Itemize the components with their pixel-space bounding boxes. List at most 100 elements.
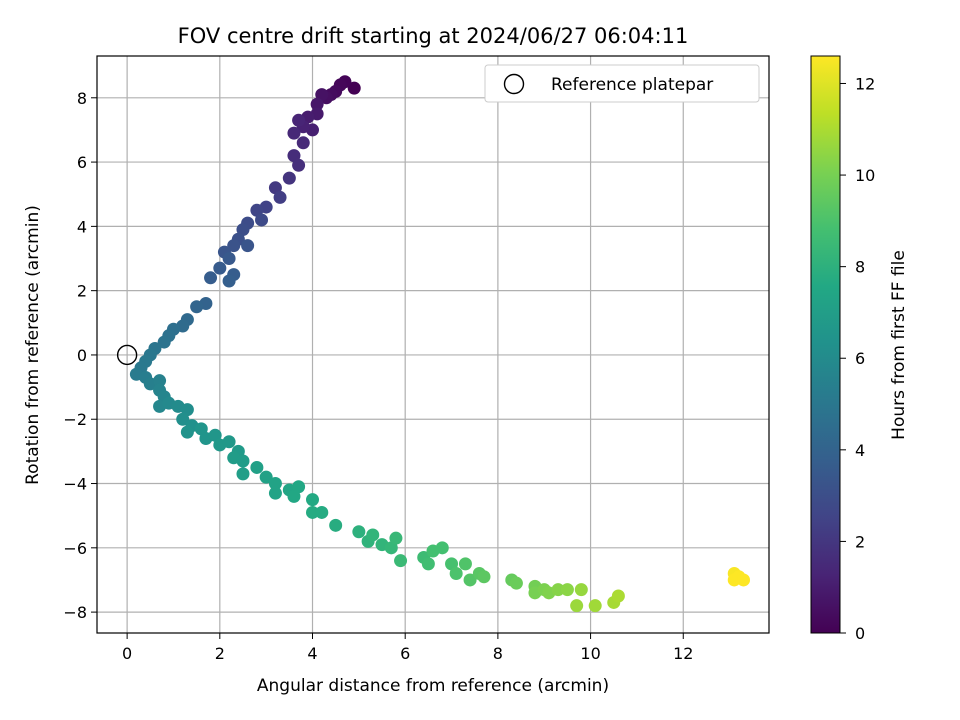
data-point-62: [222, 435, 236, 449]
data-point-83: [389, 531, 403, 545]
colorbar-tick-label-3: 6: [855, 349, 865, 368]
y-tick-label-1: −6: [63, 539, 87, 558]
y-tick-label-2: −4: [63, 475, 87, 494]
data-point-6: [315, 88, 329, 102]
colorbar-gradient: [810, 55, 841, 634]
data-point-88: [435, 541, 449, 555]
data-point-96: [509, 576, 523, 590]
data-point-101: [551, 583, 565, 597]
data-point-30: [213, 261, 227, 275]
data-point-28: [241, 239, 255, 253]
colorbar-tick-label-0: 0: [855, 624, 865, 643]
reference-marker: [116, 344, 138, 366]
data-point-58: [194, 422, 208, 436]
data-point-82: [384, 541, 398, 555]
y-tick-label-3: −2: [63, 410, 87, 429]
colorbar-tick-label-5: 10: [855, 166, 875, 185]
data-point-69: [268, 477, 282, 491]
data-point-60: [208, 428, 222, 442]
data-point-22: [255, 213, 269, 227]
data-point-94: [477, 570, 491, 584]
data-point-24: [236, 223, 250, 237]
x-tick-label-2: 4: [307, 644, 317, 663]
y-tick-label-0: −8: [63, 603, 87, 622]
data-point-54: [180, 403, 194, 417]
data-point-31: [204, 271, 218, 285]
data-point-73: [292, 480, 306, 494]
data-point-68: [259, 470, 273, 484]
y-axis-ticks: −8 −6 −4 −2 0 2 4 6 8: [63, 89, 97, 622]
data-point-21: [250, 203, 264, 217]
data-point-77: [329, 518, 343, 532]
data-point-66: [236, 467, 250, 481]
y-tick-label-4: 0: [77, 346, 87, 365]
data-point-40: [157, 335, 171, 349]
plot-frame: [96, 55, 770, 634]
x-tick-label-5: 10: [580, 644, 600, 663]
legend-box: [484, 64, 760, 103]
data-point-19: [273, 190, 287, 204]
data-point-86: [421, 557, 435, 571]
data-point-91: [458, 557, 472, 571]
data-point-55: [176, 412, 190, 426]
x-tick-label-1: 2: [215, 644, 225, 663]
data-point-102: [560, 583, 574, 597]
data-point-72: [287, 489, 301, 503]
x-tick-label-6: 12: [673, 644, 693, 663]
legend: Reference platepar: [484, 64, 760, 103]
x-tick-label-4: 8: [493, 644, 503, 663]
data-point-13: [287, 126, 301, 140]
data-point-103: [574, 583, 588, 597]
x-tick-label-0: 0: [122, 644, 132, 663]
data-point-111: [737, 573, 751, 587]
data-point-14: [296, 136, 310, 150]
data-point-12: [292, 113, 306, 127]
x-axis-ticks: 0 2 4 6 8 10 12: [122, 633, 693, 663]
data-point-84: [394, 554, 408, 568]
legend-entry: Reference platepar: [551, 75, 713, 95]
data-point-33: [222, 274, 236, 288]
x-tick-label-3: 6: [400, 644, 410, 663]
data-point-90: [449, 567, 463, 581]
colorbar-tick-label-2: 4: [855, 441, 865, 460]
chart-title: FOV centre drift starting at 2024/06/27 …: [178, 24, 689, 48]
data-point-104: [570, 599, 584, 613]
y-axis-label: Rotation from reference (arcmin): [23, 205, 43, 485]
colorbar-label: Hours from first FF file: [889, 250, 909, 440]
data-point-107: [611, 589, 625, 603]
data-point-15: [287, 149, 301, 163]
data-point-67: [250, 460, 264, 474]
legend-marker: [503, 73, 525, 95]
data-point-48: [153, 374, 167, 388]
data-point-80: [366, 528, 380, 542]
data-point-16: [292, 158, 306, 172]
colorbar-ticks: 0 2 4 6 8 10 12: [840, 74, 875, 643]
data-point-78: [352, 525, 366, 539]
y-tick-label-5: 2: [77, 282, 87, 301]
data-point-65: [236, 454, 250, 468]
data-point-18: [268, 181, 282, 195]
x-axis-label: Angular distance from reference (arcmin): [257, 676, 609, 696]
colorbar-tick-label-1: 2: [855, 532, 865, 551]
scatter-points: [129, 75, 751, 613]
y-tick-label-6: 4: [77, 217, 87, 236]
data-point-70: [268, 486, 282, 500]
y-tick-label-8: 8: [77, 89, 87, 108]
colorbar-tick-label-6: 12: [855, 74, 875, 93]
data-point-7: [310, 97, 324, 111]
data-point-92: [463, 573, 477, 587]
reference-point: [116, 344, 138, 366]
data-point-105: [588, 599, 602, 613]
colorbar-tick-label-4: 8: [855, 258, 865, 277]
data-point-89: [445, 557, 459, 571]
data-point-74: [306, 493, 320, 507]
data-point-26: [227, 239, 241, 253]
data-point-57: [180, 425, 194, 439]
data-point-75: [306, 505, 320, 519]
colorbar: 0 2 4 6 8 10 12 Hours from first FF file: [810, 55, 909, 643]
grid-lines: [97, 56, 769, 633]
data-point-29: [222, 252, 236, 266]
data-point-76: [315, 505, 329, 519]
data-point-17: [282, 171, 296, 185]
